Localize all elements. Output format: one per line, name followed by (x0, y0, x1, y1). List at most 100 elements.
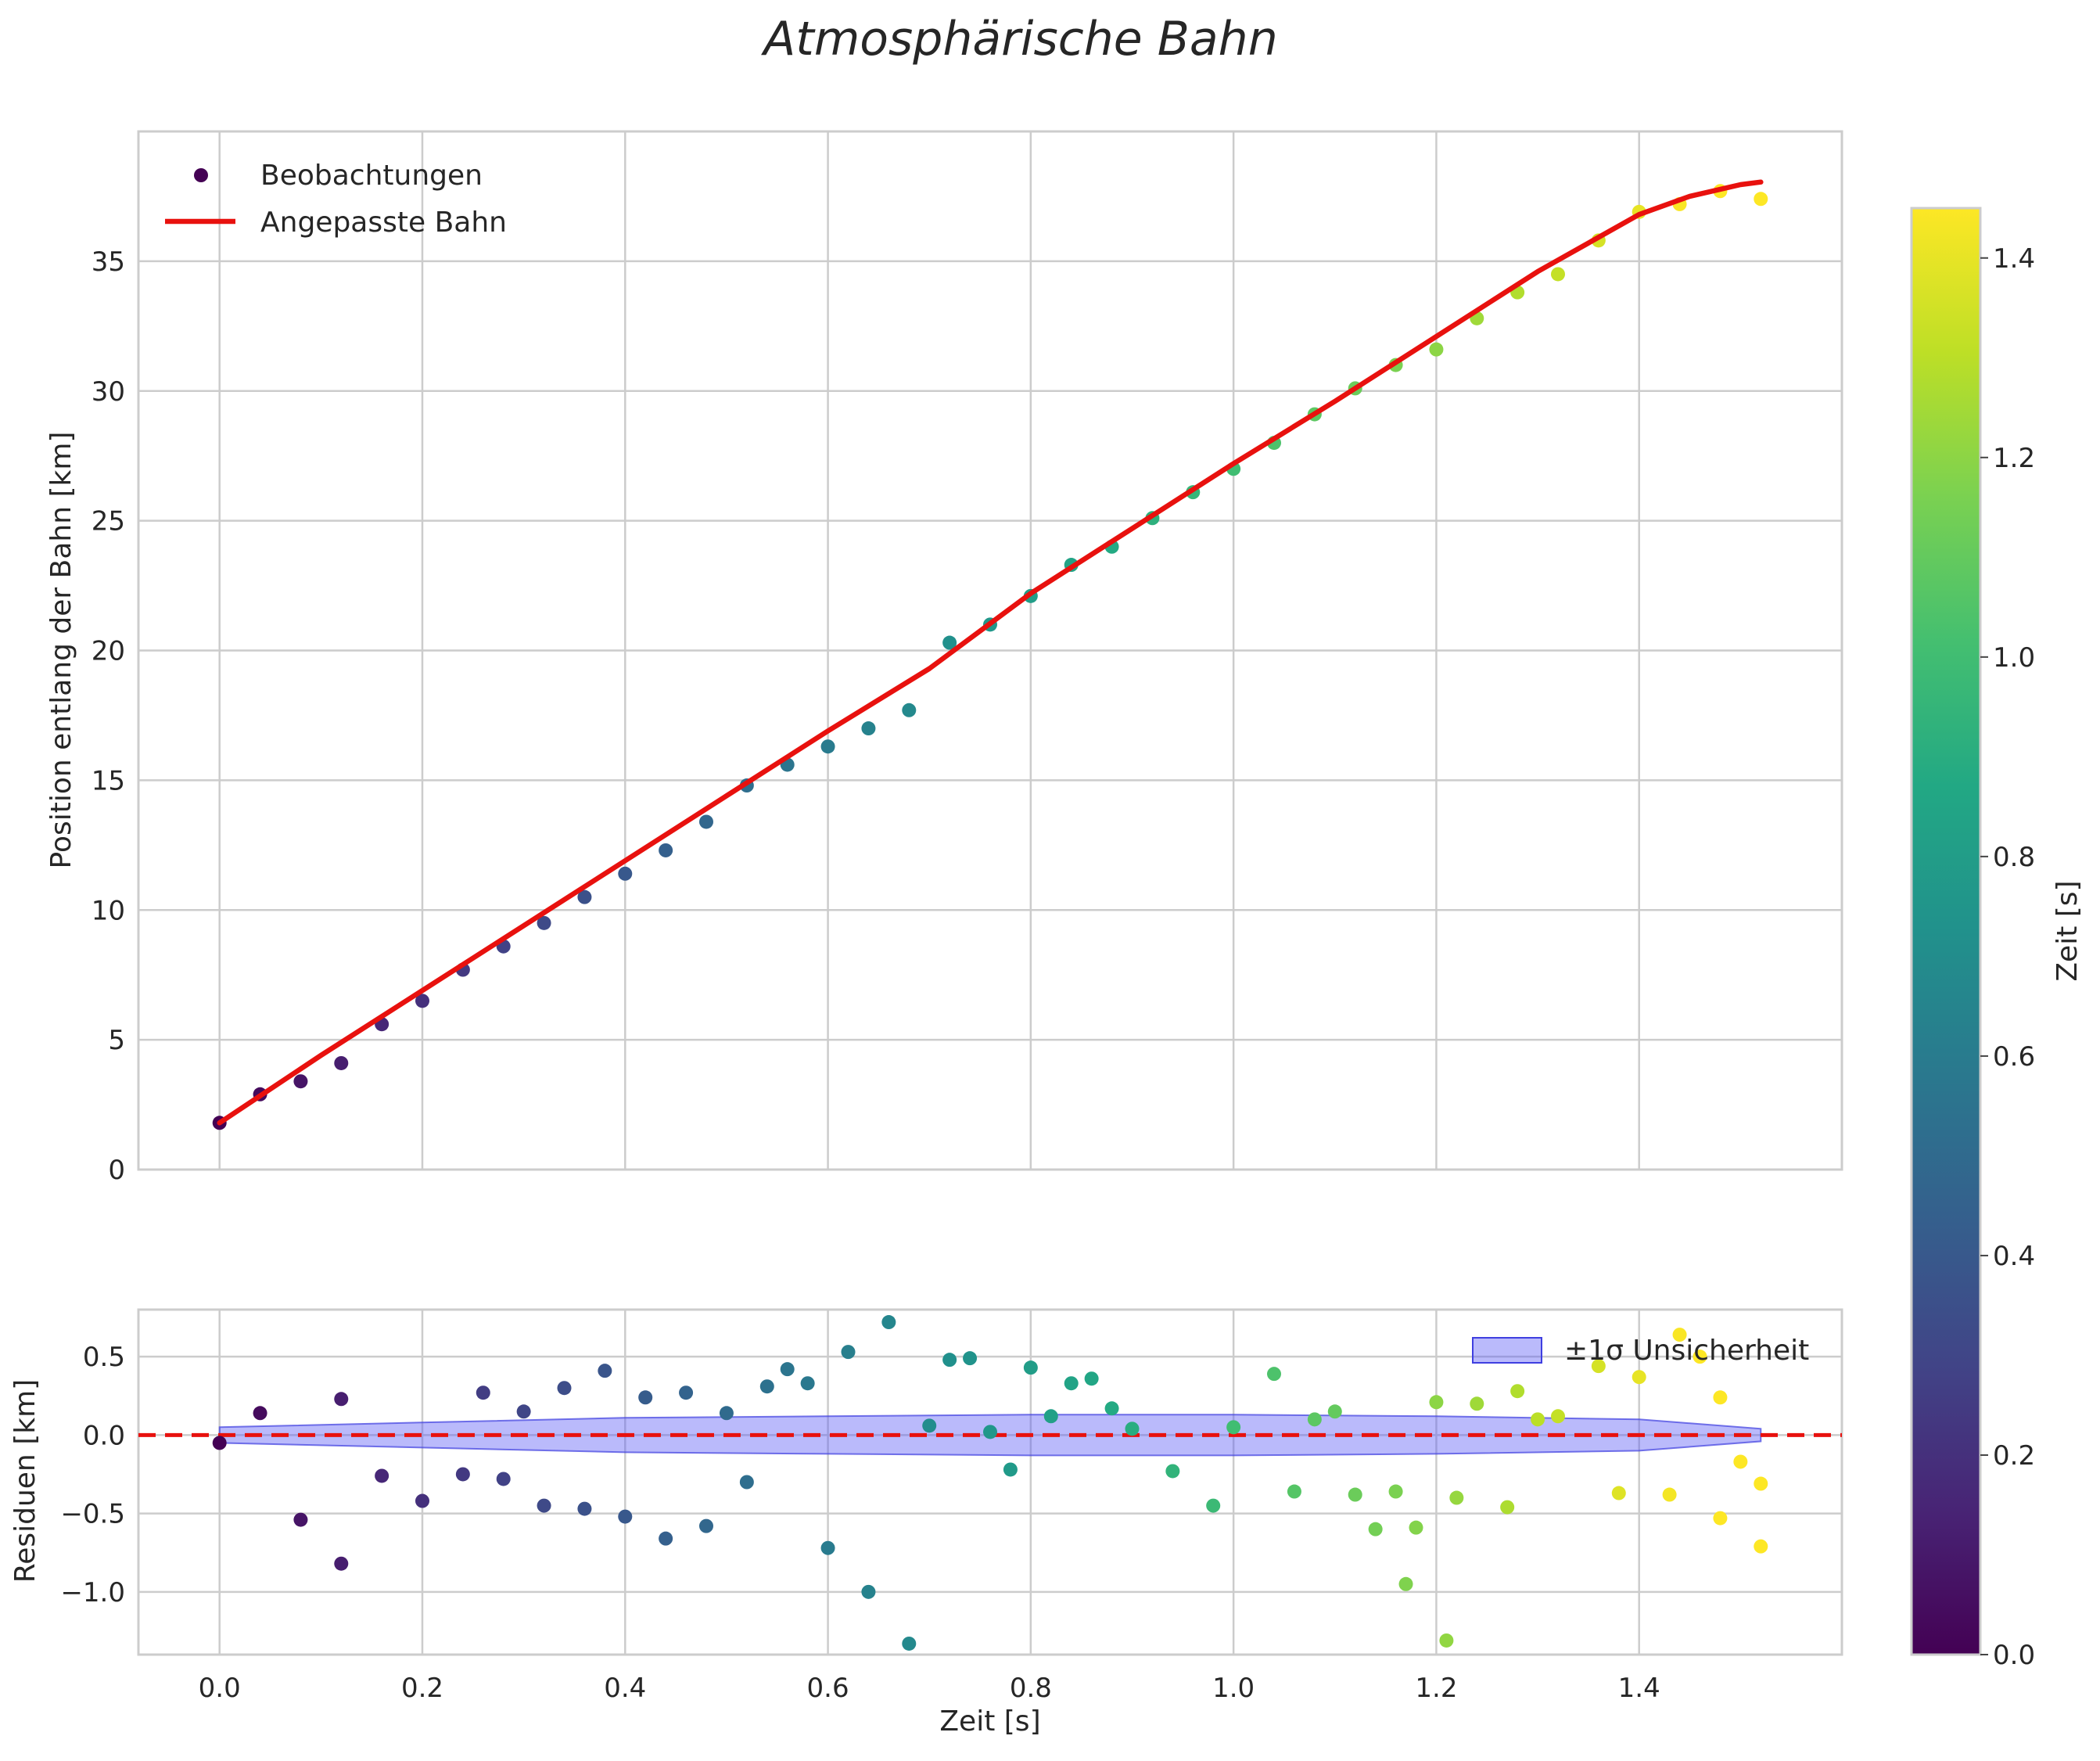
observation-point (1754, 192, 1768, 207)
residual-point (476, 1385, 490, 1400)
residual-point (1429, 1395, 1444, 1410)
residual-point (1713, 1511, 1728, 1526)
main-y-tick-label: 15 (92, 765, 125, 796)
residual-point (881, 1315, 896, 1330)
chart-title: Atmosphärische Bahn (760, 12, 1277, 66)
residual-point (1267, 1367, 1281, 1382)
residual-point (1733, 1454, 1748, 1469)
observation-point (659, 843, 673, 857)
residual-point (334, 1392, 349, 1407)
observation-point (699, 814, 713, 829)
residual-point (800, 1376, 815, 1391)
residual-plot-panel: 0.50.0−0.5−1.0 0.0 0.2 0.4 0.6 0.8 1.0 1.2 1.4 … (9, 1308, 1843, 1738)
x-tick-label: 1.0 (1212, 1673, 1255, 1704)
residual-point (415, 1493, 429, 1508)
observation-point (942, 635, 957, 650)
residual-point (1449, 1490, 1464, 1505)
colorbar-tick-label: 1.4 (1993, 243, 2035, 275)
residual-point (1662, 1487, 1677, 1502)
residual-point (638, 1390, 653, 1405)
residual-point (1531, 1412, 1545, 1427)
residual-y-tick-label: 0.5 (83, 1342, 125, 1373)
fitted-trajectory-line (217, 179, 1764, 1126)
residual-point (557, 1381, 572, 1396)
residual-point (759, 1379, 774, 1394)
colorbar-tick-label: 1.2 (1993, 443, 2035, 474)
colorbar-tick-label: 1.0 (1993, 642, 2035, 674)
residual-y-tick-label: −1.0 (60, 1577, 125, 1608)
x-tick-label: 1.2 (1415, 1673, 1457, 1704)
residual-point (1084, 1371, 1099, 1386)
main-plot-panel: 0 5 10 15 20 25 30 35 Position entlang der Bahn… (45, 130, 1843, 1186)
residual-point (334, 1556, 349, 1571)
colorbar-ticks: 0.0 0.2 0.4 0.6 0.8 1.0 1.2 1.4 (1980, 243, 2035, 1671)
residual-point (1287, 1484, 1301, 1499)
observation-point (537, 915, 551, 930)
residual-point (922, 1418, 937, 1433)
residual-point (253, 1406, 267, 1421)
main-y-tick-label: 10 (92, 895, 125, 926)
residual-point (1754, 1476, 1768, 1491)
residual-point (1043, 1409, 1058, 1424)
residual-point (699, 1518, 713, 1533)
colorbar-label: Zeit [s] (2052, 880, 2084, 981)
x-tick-label: 0.8 (1010, 1673, 1052, 1704)
residual-point (942, 1353, 957, 1367)
colorbar-tick-label: 0.8 (1993, 842, 2035, 873)
residual-point (1551, 1409, 1565, 1424)
residual-point (1003, 1462, 1018, 1477)
residual-y-tick-label: 0.0 (83, 1420, 125, 1451)
residual-point (719, 1406, 734, 1421)
residual-point (1672, 1328, 1687, 1342)
residual-point (659, 1531, 673, 1546)
x-tick-label: 0.4 (604, 1673, 646, 1704)
x-tick-label: 0.0 (199, 1673, 241, 1704)
residual-point (577, 1501, 592, 1516)
residual-point (1591, 1359, 1606, 1374)
legend-observations-label: Beobachtungen (260, 160, 483, 192)
legend-observations-marker (194, 168, 208, 182)
x-axis-ticks: 0.0 0.2 0.4 0.6 0.8 1.0 1.2 1.4 (199, 1673, 1660, 1704)
legend-uncertainty-swatch (1472, 1337, 1542, 1364)
residual-point (1632, 1370, 1646, 1385)
observation-point (820, 739, 835, 754)
residual-point (1500, 1500, 1515, 1515)
residual-point (1307, 1412, 1322, 1427)
residual-point (1754, 1539, 1768, 1554)
x-tick-label: 0.6 (807, 1673, 849, 1704)
main-y-tick-label: 5 (108, 1025, 125, 1056)
residual-y-axis-label: Residuen [km] (9, 1379, 41, 1583)
residual-point (841, 1345, 856, 1360)
residual-point (455, 1467, 470, 1482)
main-y-tick-label: 20 (92, 636, 125, 667)
residual-point (1368, 1522, 1383, 1536)
residual-point (1398, 1576, 1413, 1591)
observation-point (293, 1074, 308, 1089)
observation-point (902, 703, 917, 717)
residual-point (1713, 1390, 1728, 1405)
residual-point (679, 1385, 694, 1400)
residual-point (902, 1636, 917, 1651)
main-y-tick-label: 35 (92, 246, 125, 278)
residual-point (496, 1472, 511, 1486)
residual-point (212, 1436, 227, 1450)
residual-point (1104, 1401, 1119, 1416)
residual-point (861, 1584, 876, 1599)
observation-point (1429, 342, 1444, 357)
residual-point (1409, 1520, 1423, 1535)
main-y-axis-label: Position entlang der Bahn [km] (45, 432, 77, 869)
main-y-tick-label: 0 (108, 1155, 125, 1186)
main-y-tick-label: 25 (92, 506, 125, 537)
residual-point (1064, 1376, 1079, 1391)
residual-point (618, 1509, 633, 1524)
main-y-ticks: 0 5 10 15 20 25 30 35 (92, 246, 125, 1186)
residual-point (1693, 1350, 1707, 1364)
residual-point (537, 1498, 551, 1513)
residual-point (516, 1404, 531, 1419)
residual-point (780, 1362, 795, 1377)
residual-point (963, 1351, 978, 1366)
legend-uncertainty-label: ±1σ Unsicherheit (1564, 1335, 1809, 1367)
residual-points (212, 1315, 1768, 1651)
